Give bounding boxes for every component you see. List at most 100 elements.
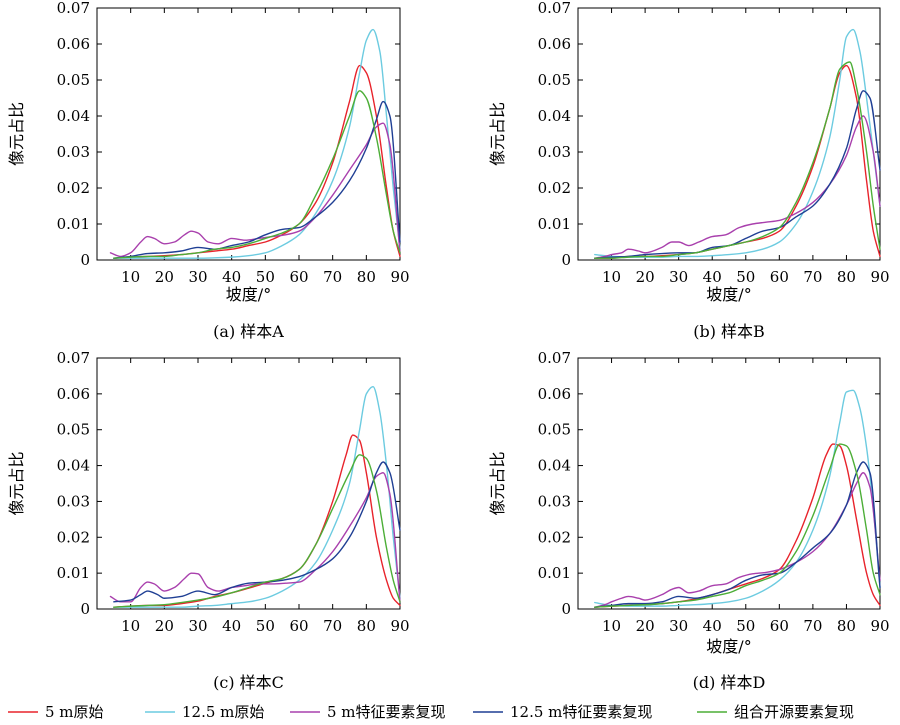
y-tick-label: 0.02 [57,528,90,546]
x-tick-label: 20 [636,617,655,635]
chart-panel-4: 0 0.01 0.02 0.03 0.04 0.05 0.06 0.07 10 20 30 40 50 6… [488,349,890,692]
y-tick-label: 0.04 [538,457,571,475]
x-tick-label: 90 [390,617,409,635]
y-tick-label: 0.03 [538,143,571,161]
y-tick-label: 0.06 [57,385,90,403]
y-tick-label: 0.02 [57,179,90,197]
x-tick-label: 40 [222,268,241,286]
plot-frame [96,7,401,261]
y-tick-label: 0.07 [57,349,90,367]
x-tick-label: 50 [736,617,755,635]
x-tick-label: 90 [390,268,409,286]
series-line-s5 [594,443,881,608]
legend-label-sc: 组合开源要素复现 [734,703,854,721]
y-tick-label: 0 [80,600,90,618]
series-line-s125f [113,461,401,603]
x-tick-label: 10 [121,617,140,635]
series-line-s125 [113,28,401,259]
y-tick-label: 0.01 [538,564,571,582]
x-tick-label: 60 [289,617,308,635]
series-line-s125f [594,461,881,608]
x-tick-label: 90 [870,268,889,286]
x-tick-label: 10 [121,268,140,286]
panel-caption: (b) 样本B [693,322,765,341]
series-line-sc [594,61,881,259]
x-tick-label: 50 [256,617,275,635]
y-tick-label: 0.07 [538,0,571,17]
series-line-s125f [594,90,881,259]
chart-panel-1: 0 0.01 0.02 0.03 0.04 0.05 0.06 0.07 10 20 30 40 50 6… [7,0,410,341]
series-line-s125 [113,385,401,608]
x-tick-label: 30 [188,268,207,286]
x-axis-label: 坡度/° [226,285,271,304]
y-tick-label: 0.04 [57,107,90,125]
chart-panel-2: 0 0.01 0.02 0.03 0.04 0.05 0.06 0.07 10 20 30 40 50 6… [488,0,890,341]
y-tick-label: 0.07 [57,0,90,17]
x-tick-label: 80 [837,617,856,635]
y-tick-label: 0.04 [538,107,571,125]
series-line-sc [113,454,401,608]
y-tick-label: 0.01 [57,215,90,233]
panel-caption: (d) 样本D [693,673,766,692]
chart-panel-3: 0 0.01 0.02 0.03 0.04 0.05 0.06 0.07 10 20 30 40 50 6… [7,349,410,692]
x-tick-label: 30 [669,268,688,286]
x-axis-label: 坡度/° [706,637,751,656]
y-tick-label: 0.07 [538,349,571,367]
x-tick-label: 40 [222,617,241,635]
x-tick-label: 20 [155,268,174,286]
y-tick-label: 0.02 [538,528,571,546]
x-tick-label: 40 [703,617,722,635]
y-tick-label: 0.01 [57,564,90,582]
x-tick-label: 20 [636,268,655,286]
x-tick-label: 70 [323,617,342,635]
y-tick-label: 0.05 [538,421,571,439]
series-line-s5f [594,115,881,259]
y-tick-label: 0.04 [57,457,90,475]
y-tick-label: 0.06 [538,385,571,403]
y-tick-label: 0 [561,251,571,269]
series-line-s125f [113,100,401,259]
y-tick-label: 0.02 [538,179,571,197]
series-line-s5f [109,122,401,258]
x-axis-label: 坡度/° [706,285,751,304]
x-tick-label: 10 [602,617,621,635]
x-tick-label: 20 [155,617,174,635]
y-tick-label: 0.05 [57,421,90,439]
y-axis-label: 像元占比 [7,102,26,166]
y-tick-label: 0.03 [57,492,90,510]
y-tick-label: 0.03 [538,492,571,510]
y-tick-label: 0.03 [57,143,90,161]
legend-label-s5: 5 m原始 [45,703,104,721]
y-tick-label: 0.06 [57,35,90,53]
x-tick-label: 80 [357,617,376,635]
y-axis-label: 像元占比 [7,451,26,515]
series-line-sc [113,90,401,259]
y-tick-label: 0.05 [57,71,90,89]
series-line-sc [594,443,881,608]
panel-caption: (c) 样本C [213,673,284,692]
x-tick-label: 70 [323,268,342,286]
legend-label-s5f: 5 m特征要素复现 [327,703,446,721]
x-tick-label: 10 [602,268,621,286]
x-tick-label: 40 [703,268,722,286]
panel-caption: (a) 样本A [213,322,284,341]
plot-frame [96,357,401,610]
x-tick-label: 80 [357,268,376,286]
x-tick-label: 60 [289,268,308,286]
x-tick-label: 60 [770,268,789,286]
legend: 5 m原始 12.5 m原始 5 m特征要素复现 12.5 m特征要素复现 组合开源要素… [8,703,854,721]
plot-frame [577,357,881,610]
y-tick-label: 0.01 [538,215,571,233]
y-tick-label: 0 [80,251,90,269]
y-tick-label: 0.06 [538,35,571,53]
x-tick-label: 90 [870,617,889,635]
x-tick-label: 70 [803,268,822,286]
legend-label-s125: 12.5 m原始 [182,703,264,721]
y-tick-label: 0 [561,600,571,618]
series-line-s125 [594,28,881,258]
y-axis-label: 像元占比 [488,102,507,166]
series-line-s125 [594,389,881,607]
legend-label-s125f: 12.5 m特征要素复现 [510,703,652,721]
series-line-s5 [113,434,401,608]
